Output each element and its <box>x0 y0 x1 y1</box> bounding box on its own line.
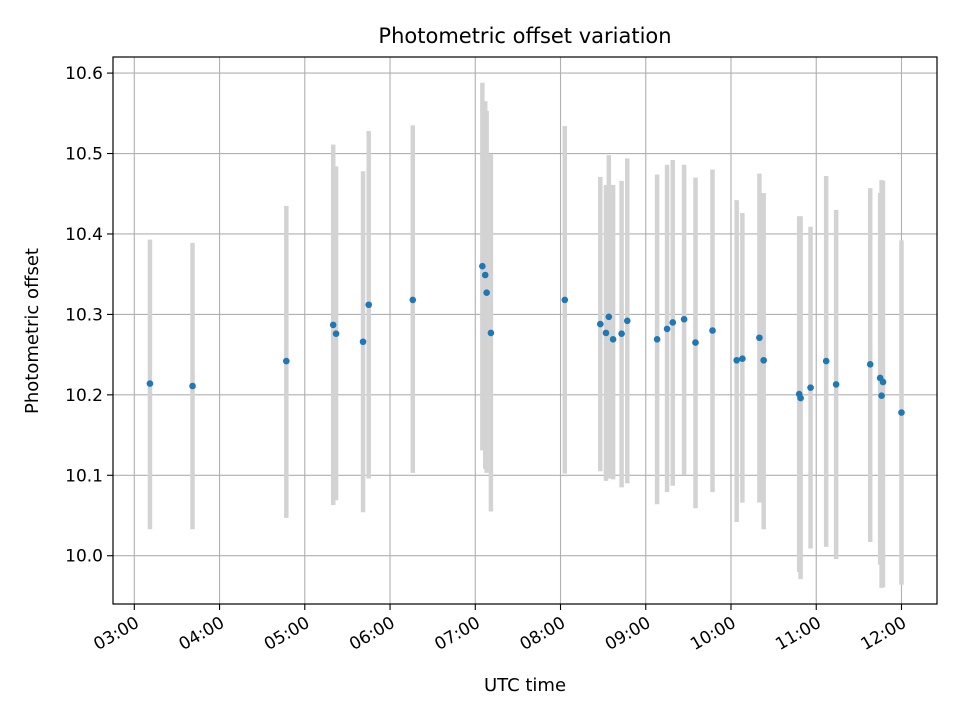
x-axis-label: UTC time <box>484 675 566 696</box>
plot-frame <box>112 56 938 605</box>
data-point <box>479 262 486 270</box>
y-tick-label: 10.3 <box>65 305 103 325</box>
data-point <box>756 334 763 342</box>
data-point <box>409 296 417 304</box>
y-tick-label: 10.5 <box>65 145 103 165</box>
data-point <box>898 409 905 416</box>
data-point <box>605 313 613 321</box>
data-point <box>733 356 740 364</box>
data-point <box>359 338 367 346</box>
data-point <box>481 271 489 279</box>
data-point <box>332 330 340 338</box>
data-point <box>807 384 814 391</box>
data-point <box>866 360 874 368</box>
data-point <box>483 289 490 296</box>
data-point <box>487 329 495 337</box>
data-point <box>365 301 373 309</box>
data-points <box>146 262 905 416</box>
y-axis-ticks: 10.0 10.1 10.2 10.3 10.4 10.5 10.6 <box>65 64 113 567</box>
data-point <box>669 319 677 326</box>
data-point <box>623 317 631 325</box>
data-point <box>146 380 154 387</box>
data-point <box>329 321 337 329</box>
data-point <box>663 325 671 333</box>
data-point <box>739 355 746 362</box>
data-point <box>609 336 617 343</box>
data-point <box>709 327 716 334</box>
y-tick-label: 10.6 <box>65 64 103 84</box>
data-point <box>283 357 290 365</box>
data-point <box>561 296 569 304</box>
y-tick-label: 10.2 <box>65 386 103 406</box>
y-axis-label: Photometric offset <box>22 248 43 414</box>
data-point <box>797 394 804 402</box>
data-point <box>878 392 885 399</box>
data-point <box>680 315 688 323</box>
data-point <box>832 381 840 388</box>
data-point <box>692 339 699 346</box>
data-point <box>760 356 767 364</box>
data-point <box>879 378 887 386</box>
y-tick-label: 10.1 <box>65 466 103 486</box>
data-point <box>189 382 196 390</box>
chart-title: Photometric offset variation <box>378 24 671 48</box>
data-point <box>602 329 610 337</box>
data-point <box>822 357 830 365</box>
data-point <box>653 336 661 343</box>
y-tick-label: 10.4 <box>65 225 103 245</box>
y-tick-label: 10.0 <box>65 547 103 567</box>
data-point <box>618 330 625 338</box>
data-point <box>596 320 604 328</box>
